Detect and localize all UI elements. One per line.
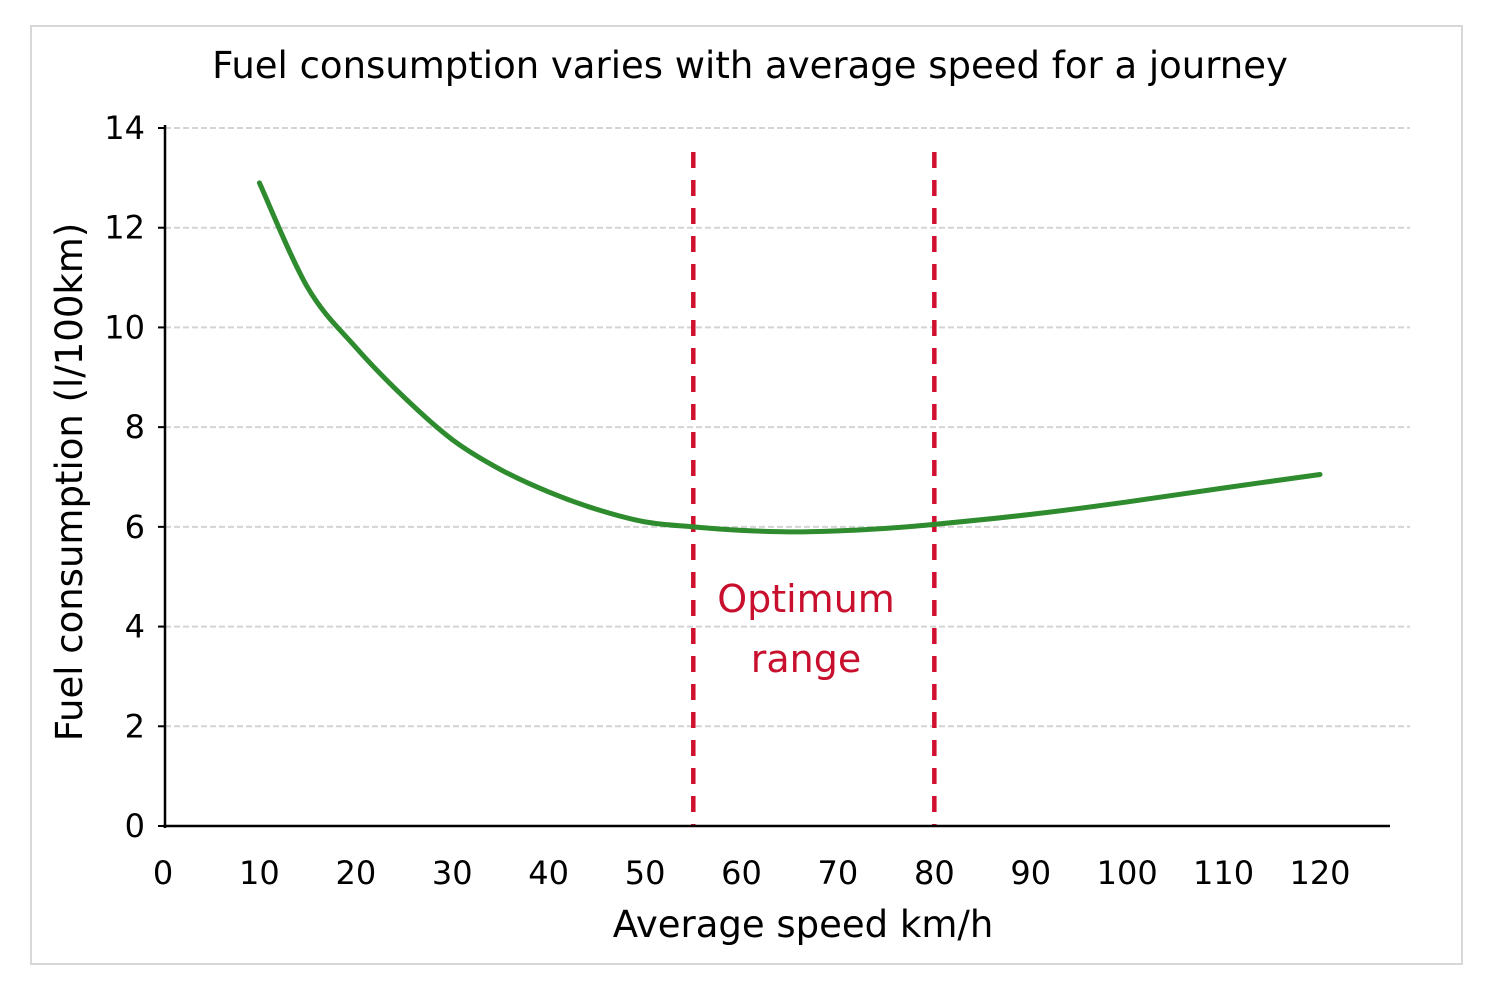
x-tick-label: 120 [1289, 854, 1350, 892]
annotation-range: range [751, 637, 862, 681]
x-tick-label: 20 [335, 854, 376, 892]
x-tick-label: 80 [914, 854, 955, 892]
x-tick-label: 30 [432, 854, 473, 892]
x-tick-label: 70 [818, 854, 859, 892]
y-tick-label: 4 [125, 608, 145, 646]
x-tick-label: 0 [153, 854, 173, 892]
x-axis-label: Average speed km/h [613, 903, 994, 946]
x-tick-label: 100 [1097, 854, 1158, 892]
y-tick-label: 6 [125, 508, 145, 546]
x-tick-label: 10 [239, 854, 280, 892]
y-tick-label: 0 [125, 807, 145, 845]
y-tick-label: 12 [104, 209, 145, 247]
x-tick-label: 90 [1010, 854, 1051, 892]
y-tick-label: 2 [125, 707, 145, 745]
x-tick-labels: 0 10 20 30 40 50 60 70 80 90 100 110 120 [153, 854, 1351, 892]
chart-title: Fuel consumption varies with average spe… [212, 44, 1288, 87]
reference-lines [691, 152, 937, 826]
x-tick-label: 110 [1193, 854, 1254, 892]
y-tick-label: 14 [104, 109, 145, 147]
chart-frame [30, 25, 1463, 965]
axes [163, 125, 1390, 828]
x-tick-label: 40 [528, 854, 569, 892]
x-tick-label: 60 [721, 854, 762, 892]
y-axis-label: Fuel consumption (l/100km) [48, 223, 91, 742]
y-tick-label: 10 [104, 308, 145, 346]
annotation-optimum: Optimum [717, 577, 895, 621]
x-tick-label: 50 [625, 854, 666, 892]
fuel-consumption-curve [256, 180, 1323, 535]
gridlines [165, 127, 1410, 728]
y-tick-label: 8 [125, 408, 145, 446]
y-tick-labels: 0 2 4 6 8 10 12 14 [104, 109, 165, 845]
